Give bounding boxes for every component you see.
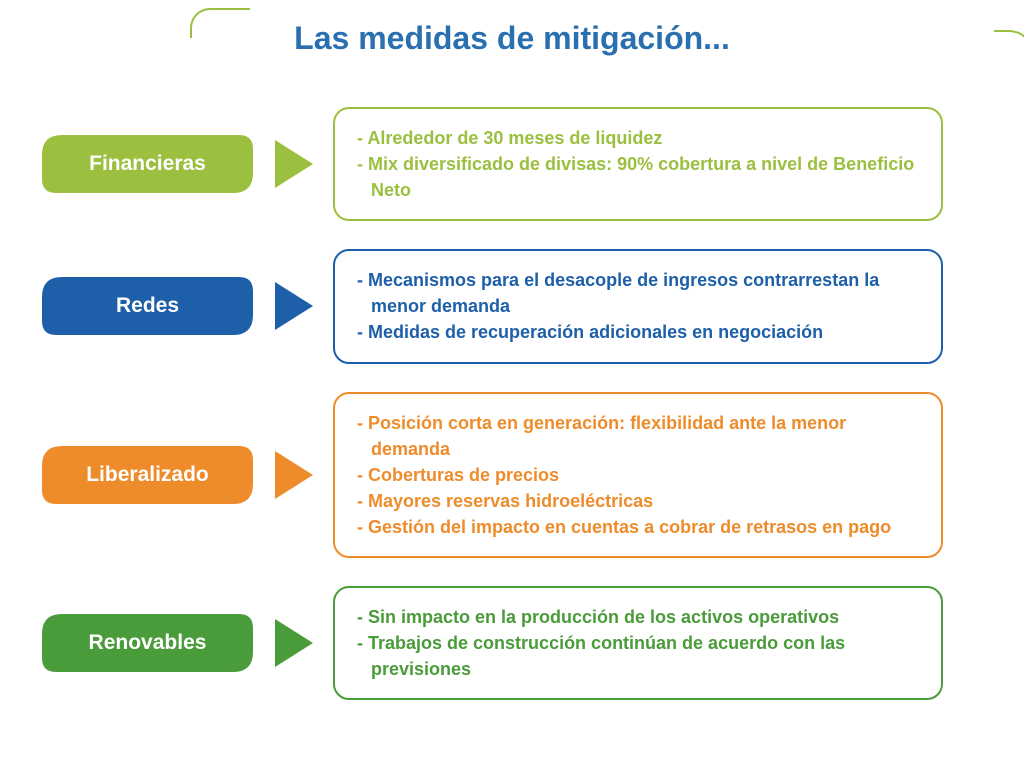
section-item: Sin impacto en la producción de los acti… <box>357 604 919 630</box>
right-decorative-curve <box>994 30 1024 770</box>
section-item: Mayores reservas hidroeléctricas <box>357 488 919 514</box>
section-item: Medidas de recuperación adicionales en n… <box>357 319 919 345</box>
section-tag-renovables: Renovables <box>40 612 255 674</box>
section-item: Mix diversificado de divisas: 90% cobert… <box>357 151 919 203</box>
section-row-redes: Redes Mecanismos para el desacople de in… <box>40 249 984 363</box>
section-item: Gestión del impacto en cuentas a cobrar … <box>357 514 919 540</box>
section-item: Posición corta en generación: flexibilid… <box>357 410 919 462</box>
section-box-renovables: Sin impacto en la producción de los acti… <box>333 586 943 700</box>
section-row-renovables: Renovables Sin impacto en la producción … <box>40 586 984 700</box>
section-items-list: Mecanismos para el desacople de ingresos… <box>357 267 919 345</box>
arrow-icon <box>275 282 313 330</box>
section-row-liberalizado: Liberalizado Posición corta en generació… <box>40 392 984 558</box>
section-tag-label: Financieras <box>89 152 206 176</box>
section-tag-label: Liberalizado <box>86 463 209 487</box>
section-row-financieras: Financieras Alrededor de 30 meses de liq… <box>40 107 984 221</box>
section-tag-label: Redes <box>116 294 179 318</box>
section-items-list: Posición corta en generación: flexibilid… <box>357 410 919 540</box>
section-item: Mecanismos para el desacople de ingresos… <box>357 267 919 319</box>
section-items-list: Alrededor de 30 meses de liquidezMix div… <box>357 125 919 203</box>
section-item: Trabajos de construcción continúan de ac… <box>357 630 919 682</box>
title-decorative-curve <box>190 8 250 38</box>
section-item: Coberturas de precios <box>357 462 919 488</box>
section-box-liberalizado: Posición corta en generación: flexibilid… <box>333 392 943 558</box>
sections-container: Financieras Alrededor de 30 meses de liq… <box>40 107 984 700</box>
arrow-icon <box>275 619 313 667</box>
section-item: Alrededor de 30 meses de liquidez <box>357 125 919 151</box>
section-box-redes: Mecanismos para el desacople de ingresos… <box>333 249 943 363</box>
section-tag-redes: Redes <box>40 275 255 337</box>
section-items-list: Sin impacto en la producción de los acti… <box>357 604 919 682</box>
section-tag-financieras: Financieras <box>40 133 255 195</box>
section-tag-label: Renovables <box>89 631 207 655</box>
section-tag-liberalizado: Liberalizado <box>40 444 255 506</box>
arrow-icon <box>275 451 313 499</box>
arrow-icon <box>275 140 313 188</box>
section-box-financieras: Alrededor de 30 meses de liquidezMix div… <box>333 107 943 221</box>
title-container: Las medidas de mitigación... <box>40 20 984 57</box>
page-title: Las medidas de mitigación... <box>294 20 730 57</box>
